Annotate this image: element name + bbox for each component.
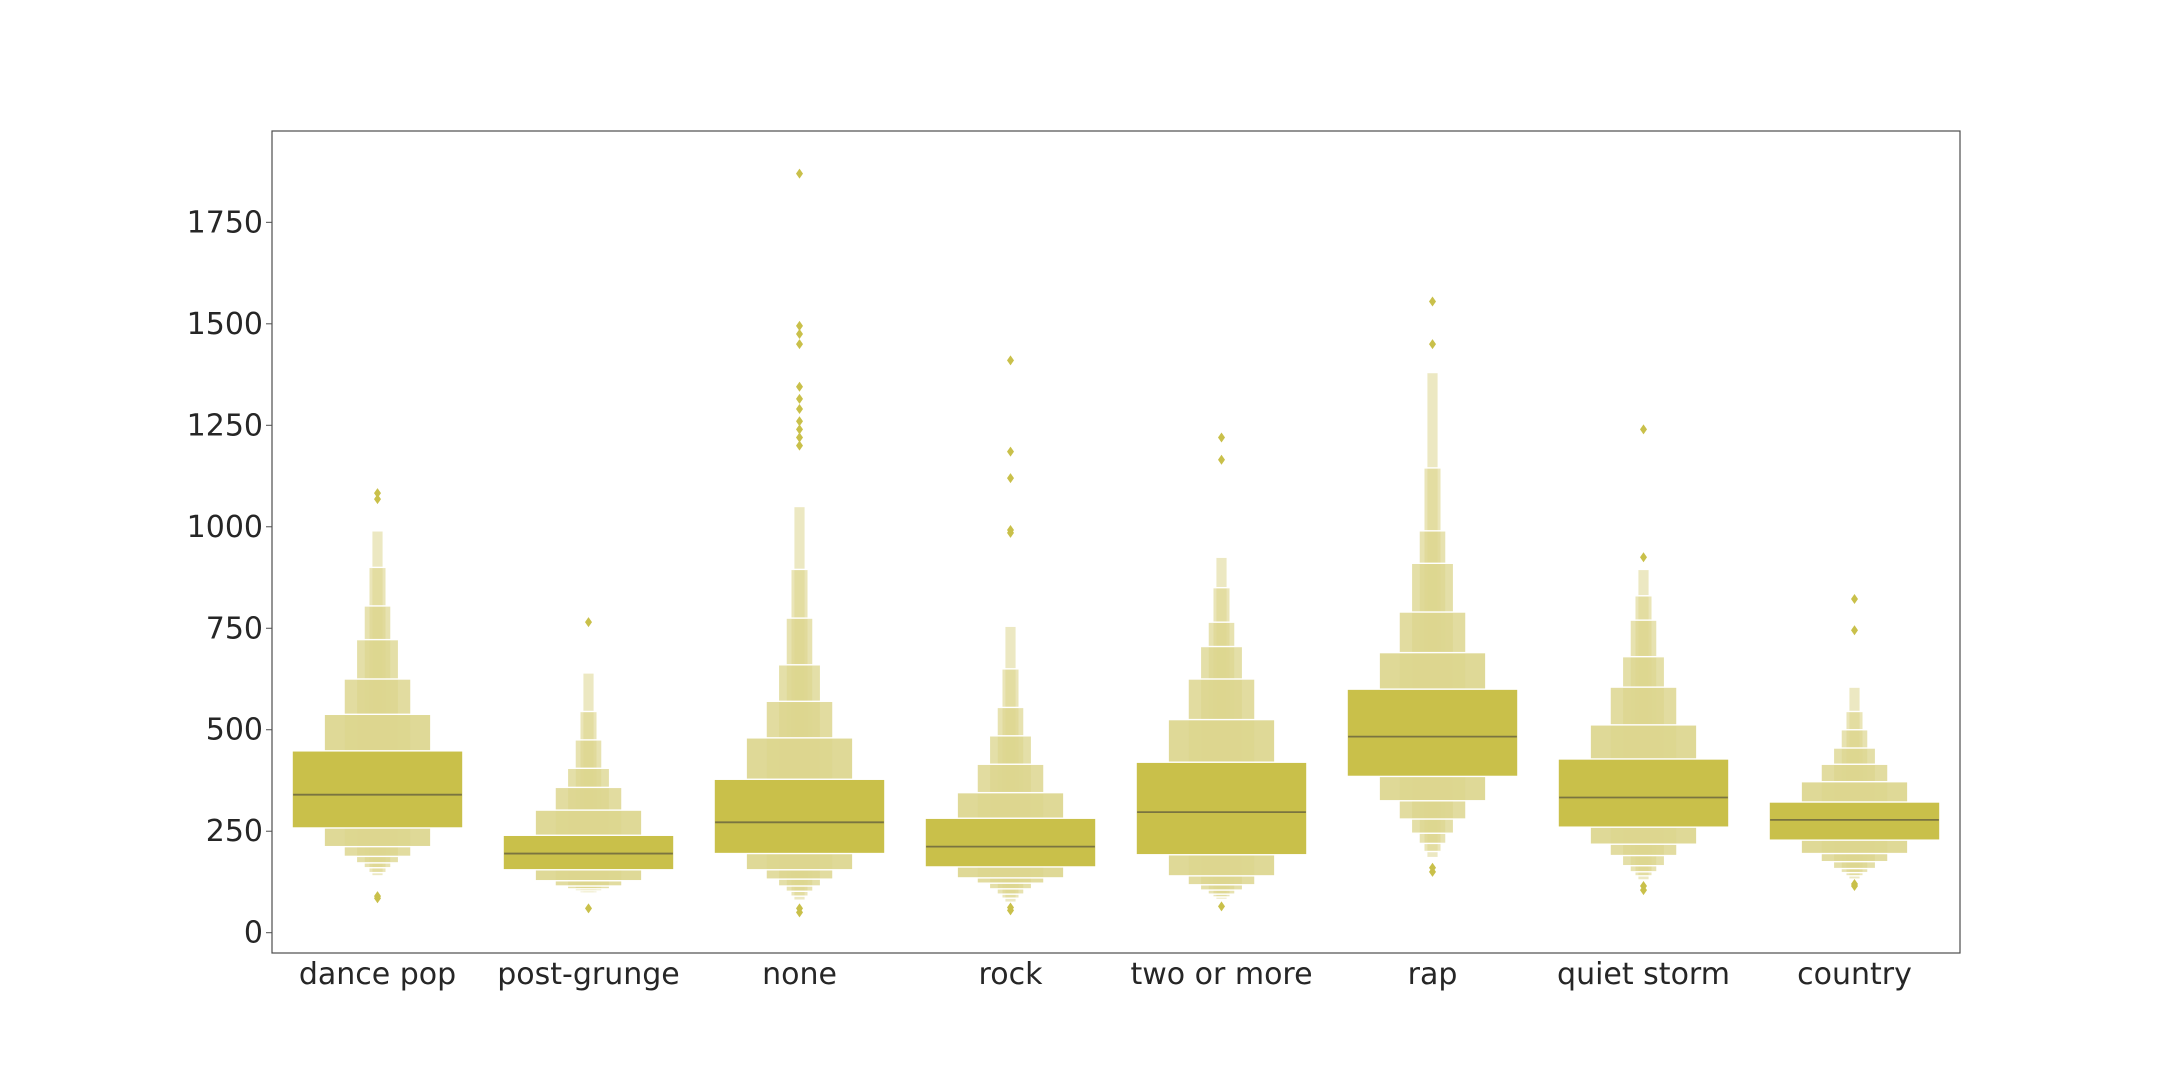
x-tick-label: two or more [1130, 957, 1312, 992]
outlier-point [796, 440, 803, 451]
outlier-point [1429, 339, 1436, 350]
outlier-point [1218, 901, 1225, 912]
outlier-point [1429, 862, 1436, 873]
x-tick-label: country [1797, 957, 1912, 992]
outlier-point [585, 617, 592, 628]
boxen-box [713, 778, 886, 855]
boxen-box [1768, 801, 1941, 841]
outlier-point [1007, 525, 1014, 536]
boxen-box [924, 817, 1097, 868]
boxen-box [1346, 688, 1519, 778]
outlier-point [1851, 878, 1858, 889]
y-tick-label: 1750 [187, 205, 263, 240]
boxen-groups [291, 168, 1941, 918]
boxen-group-dance-pop [291, 488, 464, 904]
outlier-point [796, 903, 803, 914]
x-tick-label: quiet storm [1557, 957, 1730, 992]
outlier-point [1851, 625, 1858, 636]
x-tick-label: post-grunge [497, 957, 680, 992]
y-tick-label: 750 [206, 611, 263, 646]
outlier-point [1007, 446, 1014, 457]
y-tick-label: 250 [206, 814, 263, 849]
outlier-point [1218, 454, 1225, 465]
outlier-point [1640, 552, 1647, 563]
outlier-point [1007, 355, 1014, 366]
y-tick-label: 500 [206, 713, 263, 748]
boxen-group-rap [1346, 296, 1519, 877]
y-tick-label: 1500 [187, 307, 263, 342]
outlier-point [1429, 296, 1436, 307]
outlier-point [796, 381, 803, 392]
outlier-point [796, 424, 803, 435]
outlier-point [374, 891, 381, 902]
boxen-box [1135, 761, 1308, 856]
outlier-point [796, 339, 803, 350]
outlier-point [796, 432, 803, 443]
outlier-point [374, 494, 381, 505]
outlier-point [1007, 473, 1014, 484]
x-axis: dance pop post-grunge none rock two or more r… [299, 957, 1912, 992]
boxen-group-two-or-more [1135, 432, 1308, 912]
boxen-group-none [713, 168, 886, 918]
outlier-point [796, 404, 803, 415]
outlier-point [796, 320, 803, 331]
boxen-group-country [1768, 594, 1941, 892]
outlier-point [1007, 902, 1014, 913]
plot-frame [271, 130, 1961, 954]
y-axis: 0 250 500 750 1000 1250 1500 1750 [187, 205, 272, 951]
boxen-box [502, 834, 675, 871]
x-tick-label: none [762, 957, 837, 992]
x-tick-label: rap [1408, 957, 1458, 992]
outlier-point [1851, 594, 1858, 605]
boxen-box [1557, 758, 1730, 828]
boxen-group-quiet-storm [1557, 424, 1730, 896]
outlier-point [796, 393, 803, 404]
x-tick-label: rock [979, 957, 1044, 992]
boxen-group-rock [924, 355, 1097, 916]
outlier-point [796, 416, 803, 427]
outlier-point [585, 903, 592, 914]
boxen-box [291, 750, 464, 829]
y-tick-label: 1000 [187, 510, 263, 545]
y-tick-label: 1250 [187, 408, 263, 443]
outlier-point [796, 168, 803, 179]
outlier-point [374, 488, 381, 499]
outlier-point [1218, 432, 1225, 443]
outlier-point [1640, 424, 1647, 435]
y-tick-label: 0 [244, 916, 263, 951]
outlier-point [796, 328, 803, 339]
boxen-group-post-grunge [502, 617, 675, 914]
x-tick-label: dance pop [299, 957, 456, 992]
outlier-point [1640, 881, 1647, 892]
